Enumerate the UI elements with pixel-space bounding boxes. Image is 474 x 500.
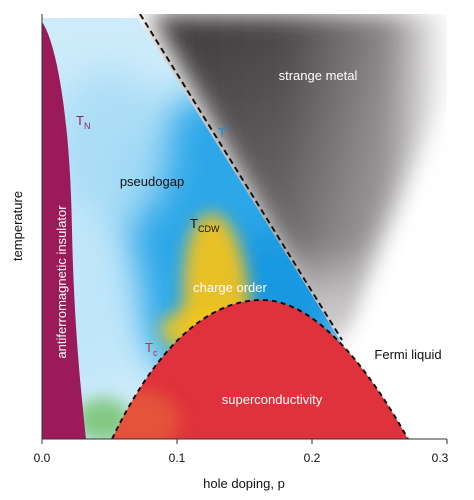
t-star-line bbox=[139, 14, 343, 341]
t-c-label: Tc bbox=[145, 340, 158, 358]
t-n-label: TN bbox=[76, 113, 90, 131]
pseudogap-label: pseudogap bbox=[120, 174, 184, 189]
superconductivity-label: superconductivity bbox=[222, 392, 323, 407]
y-axis-label: temperature bbox=[10, 191, 25, 261]
fermi-liquid-label: Fermi liquid bbox=[374, 347, 441, 362]
strange-metal-label: strange metal bbox=[279, 68, 358, 83]
antiferromagnetic-region bbox=[42, 22, 86, 439]
strange-metal-region bbox=[150, 14, 447, 340]
antiferromagnetic-insulator-label: antiferromagnetic insulator bbox=[54, 205, 69, 359]
x-axis-label: hole doping, p bbox=[203, 476, 285, 491]
tc-dome-line bbox=[111, 298, 409, 439]
x-tick-label: 0.3 bbox=[432, 451, 449, 465]
t-star-label: T* bbox=[218, 124, 230, 140]
x-tick-label: 0.1 bbox=[169, 451, 186, 465]
x-ticks bbox=[41, 439, 448, 444]
x-tick-label: 0.0 bbox=[34, 451, 51, 465]
x-tick-label: 0.2 bbox=[304, 451, 321, 465]
charge-order-label: charge order bbox=[193, 280, 267, 295]
t-cdw-label: TCDW bbox=[190, 216, 220, 234]
